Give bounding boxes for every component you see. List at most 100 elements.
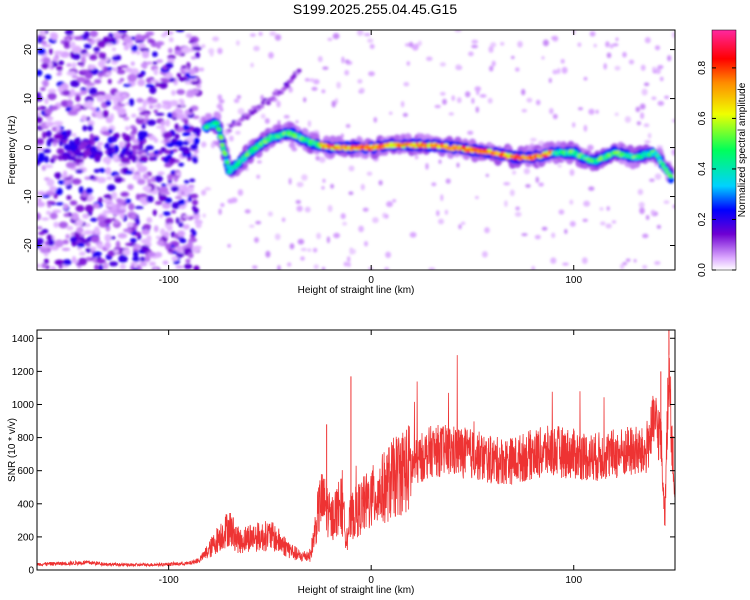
spectral-amplitude-cell <box>39 245 49 249</box>
spectral-amplitude-cell <box>130 133 136 141</box>
spectral-amplitude-cell <box>386 201 393 208</box>
spectral-amplitude-cell <box>105 167 111 175</box>
spectral-amplitude-cell <box>178 230 185 238</box>
spectral-amplitude-cell <box>288 79 294 84</box>
spectral-amplitude-cell <box>50 266 57 270</box>
spectral-amplitude-cell <box>304 78 310 82</box>
spectral-amplitude-cell <box>296 181 304 188</box>
spectrogram-xtick-label: 0 <box>368 275 374 286</box>
spectral-amplitude-cell <box>560 58 565 64</box>
spectral-amplitude-cell <box>44 155 49 164</box>
spectral-amplitude-cell <box>218 208 222 215</box>
spectral-amplitude-cell <box>220 202 225 208</box>
spectral-amplitude-cell <box>93 51 100 55</box>
spectral-amplitude-cell <box>119 263 126 270</box>
spectral-amplitude-cell <box>130 61 135 66</box>
colorbar-tick-label: 0.2 <box>697 212 708 226</box>
spectral-amplitude-cell <box>171 201 181 210</box>
spectral-amplitude-cell <box>66 195 72 201</box>
spectral-amplitude-cell <box>41 62 49 69</box>
spectral-amplitude-cell <box>134 34 144 43</box>
spectral-amplitude-cell <box>639 207 645 215</box>
spectral-amplitude-cell <box>344 69 350 76</box>
spectral-amplitude-cell <box>642 265 648 269</box>
spectral-amplitude-cell <box>146 235 152 243</box>
spectral-amplitude-cell <box>562 262 569 266</box>
spectral-amplitude-cell <box>84 204 94 213</box>
spectral-amplitude-cell <box>89 54 98 61</box>
spectral-amplitude-cell <box>249 224 255 228</box>
spectral-amplitude-cell <box>175 171 181 177</box>
spectral-amplitude-cell <box>657 65 664 70</box>
spectral-amplitude-cell <box>167 47 173 54</box>
spectral-amplitude-cell <box>162 211 171 216</box>
spectral-amplitude-cell <box>85 82 96 87</box>
spectral-amplitude-cell <box>42 44 52 48</box>
spectral-amplitude-cell <box>62 239 69 245</box>
spectral-amplitude-cell <box>82 149 93 157</box>
spectral-amplitude-cell <box>550 257 557 264</box>
spectral-amplitude-cell <box>322 178 326 183</box>
spectral-amplitude-cell <box>487 97 493 104</box>
spectral-amplitude-cell <box>291 146 298 152</box>
spectral-amplitude-cell <box>366 171 373 176</box>
spectral-amplitude-cell <box>651 66 657 71</box>
spectral-amplitude-cell <box>70 41 76 50</box>
spectral-amplitude-cell <box>42 79 49 88</box>
spectral-amplitude-cell <box>178 146 189 152</box>
spectral-amplitude-cell <box>37 111 41 117</box>
spectral-amplitude-cell <box>156 240 165 246</box>
spectral-amplitude-cell <box>69 236 78 243</box>
spectral-amplitude-cell <box>112 67 118 72</box>
spectral-amplitude-cell <box>131 113 137 118</box>
spectral-amplitude-cell <box>599 207 604 211</box>
spectral-amplitude-cell <box>73 36 84 41</box>
spectral-amplitude-cell <box>110 96 116 101</box>
spectral-amplitude-cell <box>288 86 293 93</box>
spectral-amplitude-cell <box>37 107 43 111</box>
spectral-amplitude-cell <box>251 265 258 269</box>
spectral-amplitude-cell <box>408 41 414 48</box>
spectral-amplitude-cell <box>94 226 100 235</box>
spectral-amplitude-cell <box>654 173 662 180</box>
spectral-amplitude-cell <box>146 119 157 126</box>
spectral-amplitude-cell <box>148 152 154 158</box>
spectral-amplitude-cell <box>80 56 86 65</box>
spectral-amplitude-cell <box>86 38 93 42</box>
spectral-amplitude-cell <box>664 95 670 99</box>
spectral-amplitude-cell <box>49 185 57 192</box>
spectral-amplitude-cell <box>628 59 635 65</box>
spectral-amplitude-cell <box>56 72 62 76</box>
colorbar: 0.0 0.2 0.4 0.6 0.8 Normalized spectral ampl… <box>697 29 748 277</box>
spectral-amplitude-cell <box>542 39 549 47</box>
spectral-amplitude-cell <box>103 66 108 74</box>
spectral-amplitude-cell <box>417 40 422 46</box>
spectral-amplitude-cell <box>622 51 627 58</box>
spectral-amplitude-cell <box>175 114 185 120</box>
spectral-amplitude-cell <box>411 44 419 51</box>
spectral-amplitude-cell <box>193 137 200 145</box>
spectral-amplitude-cell <box>281 217 286 222</box>
spectral-amplitude-cell <box>85 248 92 253</box>
snr-ytick-label: 600 <box>17 466 34 477</box>
spectral-amplitude-cell <box>188 252 194 259</box>
spectral-amplitude-cell <box>552 69 558 75</box>
spectrogram-ylabel: Frequency (Hz) <box>7 116 18 185</box>
spectral-amplitude-cell <box>269 31 277 36</box>
spectral-amplitude-cell <box>175 30 185 33</box>
spectrogram-ytick-label: -20 <box>23 238 34 253</box>
spectral-amplitude-cell <box>667 55 672 62</box>
spectral-amplitude-cell <box>139 130 149 138</box>
spectral-amplitude-cell <box>37 212 42 221</box>
spectral-amplitude-cell <box>116 66 122 70</box>
spectral-amplitude-cell <box>116 198 123 203</box>
snr-xtick-label: 0 <box>368 575 374 586</box>
spectral-amplitude-cell <box>78 257 88 266</box>
spectral-amplitude-cell <box>66 63 72 67</box>
spectral-amplitude-cell <box>392 199 397 203</box>
spectral-amplitude-cell <box>636 121 642 126</box>
spectral-amplitude-cell <box>178 205 186 210</box>
spectral-amplitude-cell <box>609 43 614 49</box>
spectrogram-frame <box>36 29 676 271</box>
spectrogram-heatmap <box>37 30 675 270</box>
